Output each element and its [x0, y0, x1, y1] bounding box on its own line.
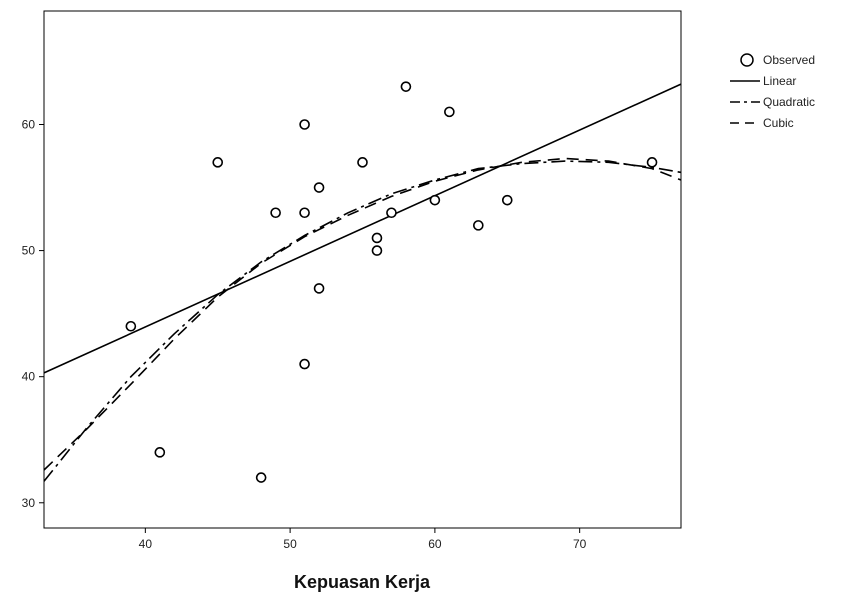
x-tick-label: 40: [139, 537, 153, 551]
legend-marker-observed: [740, 53, 754, 67]
observed-point: [299, 207, 310, 219]
observed-points: [125, 81, 658, 483]
observed-point: [473, 220, 484, 231]
observed-point: [444, 106, 455, 118]
observed-point: [299, 119, 310, 130]
legend-label: Observed: [763, 53, 815, 67]
legend-label: Quadratic: [763, 95, 815, 109]
y-axis: 30 40 50 60: [22, 117, 44, 510]
observed-point: [125, 320, 137, 332]
y-tick-label: 50: [22, 244, 36, 258]
y-tick-label: 60: [22, 117, 36, 131]
observed-point: [400, 81, 412, 92]
observed-point: [371, 232, 383, 244]
x-axis-title: Kepuasan Kerja: [294, 572, 431, 592]
x-tick-label: 70: [573, 537, 587, 551]
x-tick-label: 50: [283, 537, 297, 551]
observed-point: [646, 157, 658, 168]
series-line-quadratic: [43, 160, 682, 482]
observed-point: [154, 447, 166, 458]
plot-area-frame: [43, 10, 682, 529]
series-line-cubic: [43, 157, 682, 471]
observed-point: [313, 283, 325, 294]
y-tick-label: 40: [22, 370, 36, 384]
observed-point: [255, 472, 267, 483]
legend: Observed Linear Quadratic Cubic: [730, 53, 815, 130]
x-axis: 40 50 60 70: [139, 528, 587, 551]
fit-lines: [43, 83, 682, 482]
observed-point: [371, 245, 383, 256]
observed-point: [429, 194, 441, 206]
legend-label: Cubic: [763, 116, 794, 130]
legend-label: Linear: [763, 74, 796, 88]
observed-point: [313, 182, 325, 193]
observed-point: [357, 157, 368, 168]
observed-point: [386, 207, 397, 219]
y-tick-label: 30: [22, 496, 36, 510]
observed-point: [212, 157, 224, 168]
observed-point: [501, 194, 513, 206]
series-line-linear: [43, 83, 682, 374]
observed-point: [270, 207, 281, 219]
x-tick-label: 60: [428, 537, 442, 551]
observed-point: [299, 358, 310, 370]
